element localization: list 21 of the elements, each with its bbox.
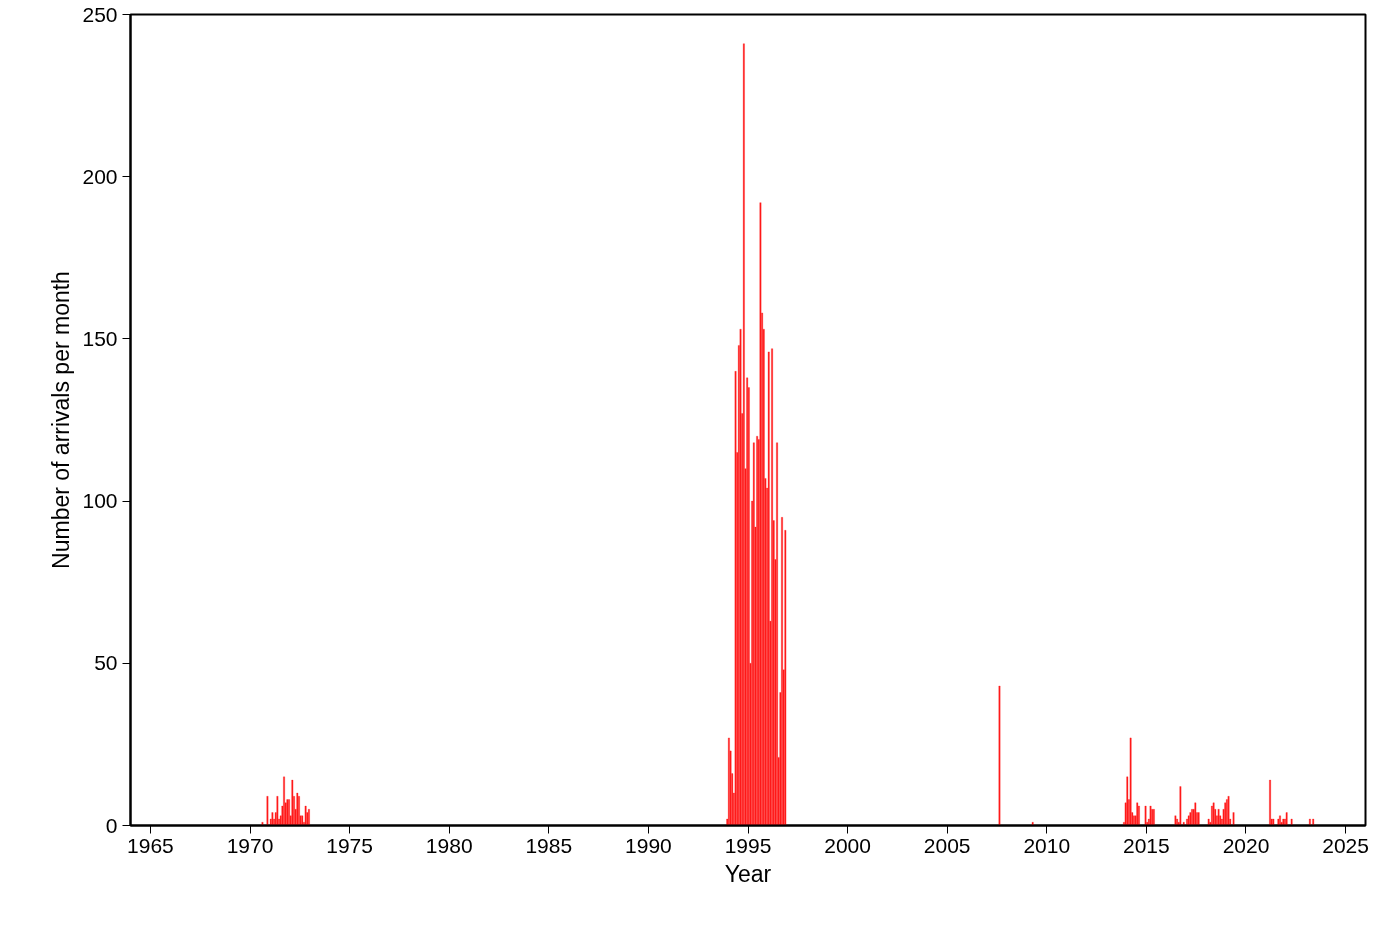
x-tick-label: 2010 xyxy=(1023,833,1071,857)
x-tick-label: 2015 xyxy=(1123,833,1170,857)
x-tick-label: 1975 xyxy=(326,833,373,857)
x-tick-label: 1965 xyxy=(127,833,174,857)
x-tick-label: 2020 xyxy=(1222,833,1270,857)
x-tick-label: 2025 xyxy=(1322,833,1369,857)
y-tick-label: 0 xyxy=(105,813,118,837)
x-axis-title: Year xyxy=(724,860,772,887)
x-tick-label: 1995 xyxy=(724,833,772,857)
x-tick-label: 2005 xyxy=(923,833,971,857)
y-tick-label: 50 xyxy=(94,651,118,675)
y-tick-label: 150 xyxy=(82,326,118,350)
x-tick-label: 1980 xyxy=(425,833,473,857)
y-tick-label: 200 xyxy=(82,164,118,188)
x-tick-label: 1990 xyxy=(625,833,672,857)
x-tick-label: 2000 xyxy=(824,833,871,857)
y-axis-title: Number of arrivals per month xyxy=(48,271,75,569)
x-tick-label: 1970 xyxy=(226,833,274,857)
x-tick-label: 1985 xyxy=(525,833,573,857)
y-tick-label: 100 xyxy=(82,489,118,513)
y-tick-label: 250 xyxy=(82,2,118,26)
